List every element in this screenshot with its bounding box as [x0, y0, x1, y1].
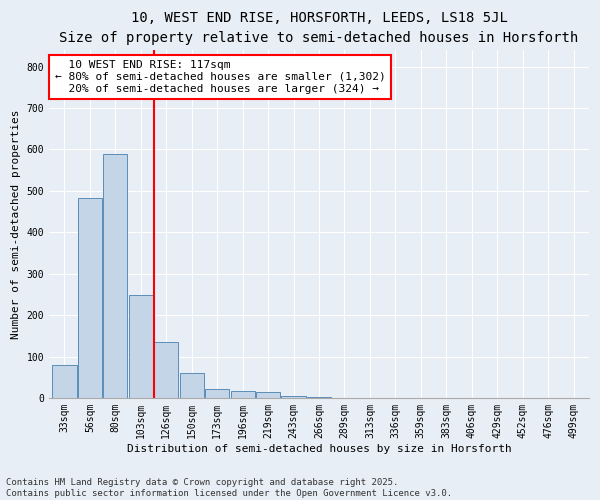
Bar: [179, 374, 204, 398]
Bar: [205, 389, 229, 398]
Y-axis label: Number of semi-detached properties: Number of semi-detached properties: [11, 110, 21, 339]
X-axis label: Distribution of semi-detached houses by size in Horsforth: Distribution of semi-detached houses by …: [127, 444, 511, 454]
Text: Contains HM Land Registry data © Crown copyright and database right 2025.
Contai: Contains HM Land Registry data © Crown c…: [6, 478, 452, 498]
Bar: [52, 365, 77, 398]
Text: 10 WEST END RISE: 117sqm
← 80% of semi-detached houses are smaller (1,302)
  20%: 10 WEST END RISE: 117sqm ← 80% of semi-d…: [55, 60, 385, 94]
Bar: [230, 391, 255, 398]
Bar: [281, 396, 305, 398]
Bar: [154, 342, 178, 398]
Title: 10, WEST END RISE, HORSFORTH, LEEDS, LS18 5JL
Size of property relative to semi-: 10, WEST END RISE, HORSFORTH, LEEDS, LS1…: [59, 11, 578, 44]
Bar: [78, 198, 102, 398]
Bar: [129, 294, 153, 398]
Bar: [256, 392, 280, 398]
Bar: [103, 154, 127, 398]
Bar: [307, 396, 331, 398]
